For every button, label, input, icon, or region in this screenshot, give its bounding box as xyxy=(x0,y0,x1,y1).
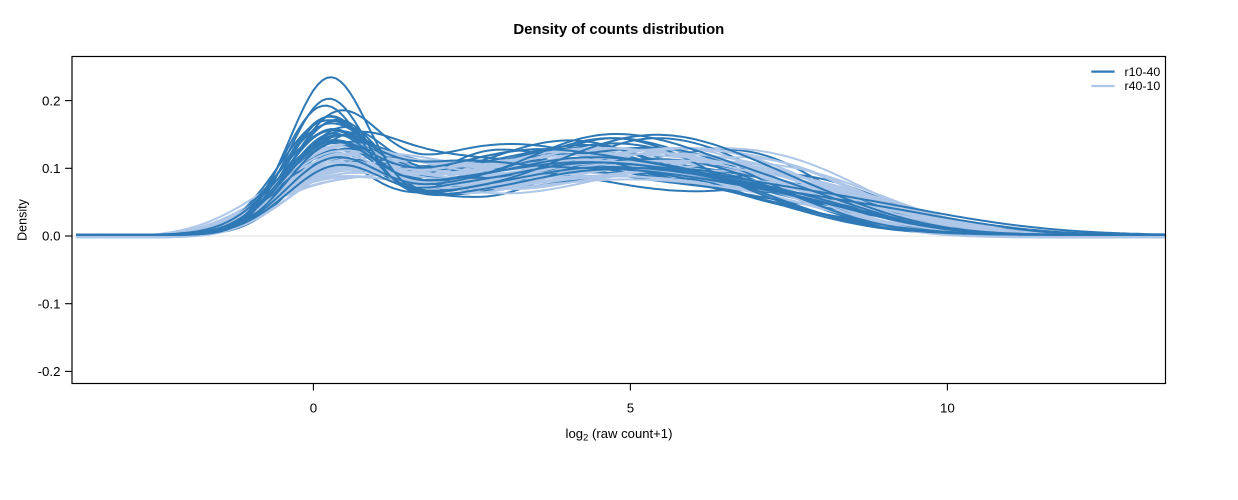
svg-text:r40-10: r40-10 xyxy=(1125,79,1161,93)
svg-text:r10-40: r10-40 xyxy=(1125,65,1161,79)
svg-text:Density: Density xyxy=(16,198,30,240)
svg-text:5: 5 xyxy=(627,400,634,415)
svg-text:-0.2: -0.2 xyxy=(38,364,61,379)
svg-text:Density of counts distribution: Density of counts distribution xyxy=(513,22,724,38)
svg-text:0.1: 0.1 xyxy=(42,161,61,176)
svg-text:-0.1: -0.1 xyxy=(38,296,61,311)
svg-text:10: 10 xyxy=(940,400,955,415)
svg-text:0.0: 0.0 xyxy=(42,229,61,244)
svg-text:0: 0 xyxy=(310,400,317,415)
svg-text:0.2: 0.2 xyxy=(42,93,61,108)
svg-text:log2 (raw count+1): log2 (raw count+1) xyxy=(566,426,673,444)
